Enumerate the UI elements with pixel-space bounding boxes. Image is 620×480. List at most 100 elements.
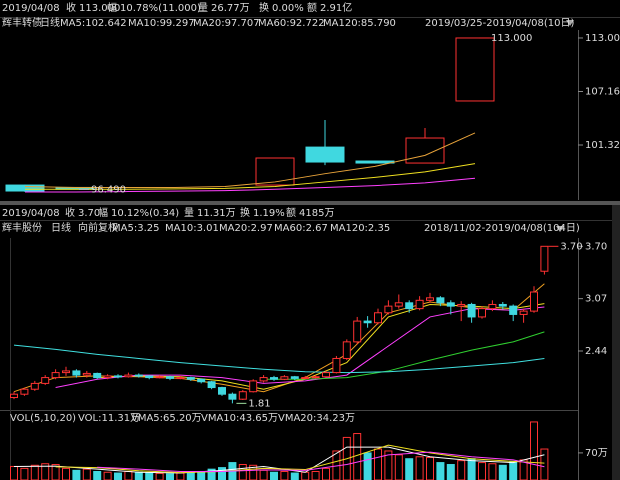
ma-line <box>55 444 545 474</box>
dropdown-icon[interactable] <box>566 20 574 26</box>
quote-label: 收 <box>66 1 76 14</box>
candle-body <box>394 302 403 307</box>
volume-bar <box>155 472 164 480</box>
ma-line <box>97 451 545 472</box>
quote-label: 量 <box>198 2 208 14</box>
quote-label: 换 <box>240 206 250 219</box>
candle-body <box>280 376 289 380</box>
candle-body <box>540 245 549 272</box>
adjust: 向前复权 <box>78 221 118 234</box>
volume-bar <box>82 468 91 480</box>
candle-body <box>10 393 18 399</box>
volume-bar <box>436 462 445 480</box>
volume-bar <box>405 458 414 480</box>
volume-bar <box>20 467 29 480</box>
quote-value: 26.77万 <box>211 3 250 14</box>
candle-body <box>155 376 164 379</box>
legend-item: MA60:92.722 <box>258 18 325 29</box>
volume-bar <box>145 472 154 480</box>
candle-body <box>20 388 29 395</box>
date-range: 2018/11/02-2019/04/08(104日) <box>424 223 580 234</box>
candle-body <box>41 377 50 384</box>
candle-body <box>305 146 345 163</box>
candle-body <box>374 312 382 324</box>
candle-body <box>255 157 295 186</box>
candle-body <box>509 305 518 315</box>
candle-body <box>488 303 497 310</box>
candle-body <box>114 375 122 378</box>
volume-bar <box>301 471 310 480</box>
y-tick-label: 101.327 <box>585 140 620 151</box>
quote-value: 0.00% <box>272 3 304 14</box>
panel-divider <box>0 201 620 205</box>
candle-body <box>446 302 455 307</box>
candle-body <box>436 297 445 304</box>
candle-body <box>249 380 258 393</box>
volume-bar <box>467 458 476 480</box>
quote-value: 2.91亿 <box>320 1 352 14</box>
quote-value: 10.78%(11.000) <box>120 3 201 14</box>
volume-bar <box>124 470 133 480</box>
volume-bar <box>457 460 466 480</box>
volume-bar <box>415 456 424 480</box>
candle-body <box>238 391 247 400</box>
stock-name: 辉丰转债 <box>2 16 42 29</box>
volume-bar <box>426 457 434 480</box>
candle-body <box>415 299 424 310</box>
candle-body <box>72 370 81 376</box>
quote-value: 4185万 <box>299 208 334 219</box>
candle-body <box>51 372 60 379</box>
candle-body <box>405 302 414 310</box>
legend-item: MA20:97.707 <box>193 18 260 29</box>
volume-bar <box>103 471 112 480</box>
volume-bar <box>166 473 174 480</box>
volume-bar <box>114 472 122 480</box>
volume-bar <box>374 448 382 480</box>
volume-bar <box>10 465 18 480</box>
legend-item: MA10:99.297 <box>128 18 195 29</box>
volume-bar <box>93 470 102 480</box>
candle-body <box>311 376 320 379</box>
candle-body <box>134 374 143 377</box>
quote-value: 1.19% <box>253 208 285 219</box>
annotation: 113.000 <box>491 33 532 44</box>
legend-item: VOL(5,10,20) <box>10 413 76 424</box>
dropdown-icon[interactable] <box>556 226 564 232</box>
date: 2019/04/08 <box>2 208 60 219</box>
candle-body <box>405 137 445 164</box>
y-tick-label: 113.000 <box>585 33 620 44</box>
volume-bar <box>530 421 538 480</box>
candle-body <box>228 393 237 400</box>
annotation: 3.70 <box>560 241 582 252</box>
volume-bar <box>509 460 518 480</box>
candle-body <box>353 320 362 343</box>
volume-bar <box>446 464 455 480</box>
ma-line <box>24 132 476 188</box>
period: 日线 <box>40 16 60 29</box>
candle-body <box>186 377 195 380</box>
quote-label: 换 <box>259 1 269 14</box>
legend-item: VMA10:43.65万 <box>201 413 278 424</box>
legend-item: MA120:2.35 <box>330 223 390 234</box>
candle-body <box>498 303 507 307</box>
candle-body <box>519 310 528 315</box>
candle-body <box>5 184 45 192</box>
legend-item: VOL:11.31万 <box>78 413 140 424</box>
scrollbar[interactable] <box>612 205 620 480</box>
volume-bar <box>62 467 70 480</box>
volume-bar <box>259 469 268 480</box>
period: 日线 <box>51 221 71 234</box>
y-tick-label: 70万 <box>585 448 608 459</box>
y-tick-label: 107.163 <box>585 86 620 97</box>
candle-body <box>82 372 91 376</box>
legend-item: MA60:2.67 <box>274 223 328 234</box>
volume-bar <box>322 467 330 480</box>
volume-bar <box>353 433 362 480</box>
volume-bar <box>30 464 39 480</box>
candle-body <box>478 308 486 318</box>
candle-body <box>457 303 466 307</box>
quote-label: 幅 <box>107 1 117 14</box>
candle-body <box>259 377 268 382</box>
